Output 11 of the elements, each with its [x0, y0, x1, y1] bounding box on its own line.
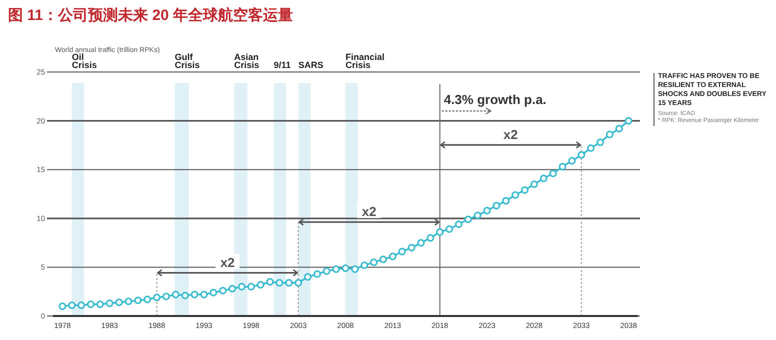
- band-label: 9/11: [274, 60, 291, 70]
- band-label: SARS: [298, 60, 324, 70]
- band-label: Oil Crisis: [72, 52, 97, 70]
- band-label: Financial Crisis: [346, 52, 385, 70]
- band-label: Gulf Crisis: [174, 52, 200, 70]
- ref-line-label: 4.3% growth p.a.: [444, 92, 546, 107]
- annotation: x2: [362, 204, 376, 220]
- chart-title: 图 11：公司预测未来 20 年全球航空客运量: [8, 6, 294, 24]
- annotation: x2: [220, 254, 235, 270]
- annotation: x2: [503, 126, 518, 142]
- band-label: Asian Crisis: [234, 52, 260, 70]
